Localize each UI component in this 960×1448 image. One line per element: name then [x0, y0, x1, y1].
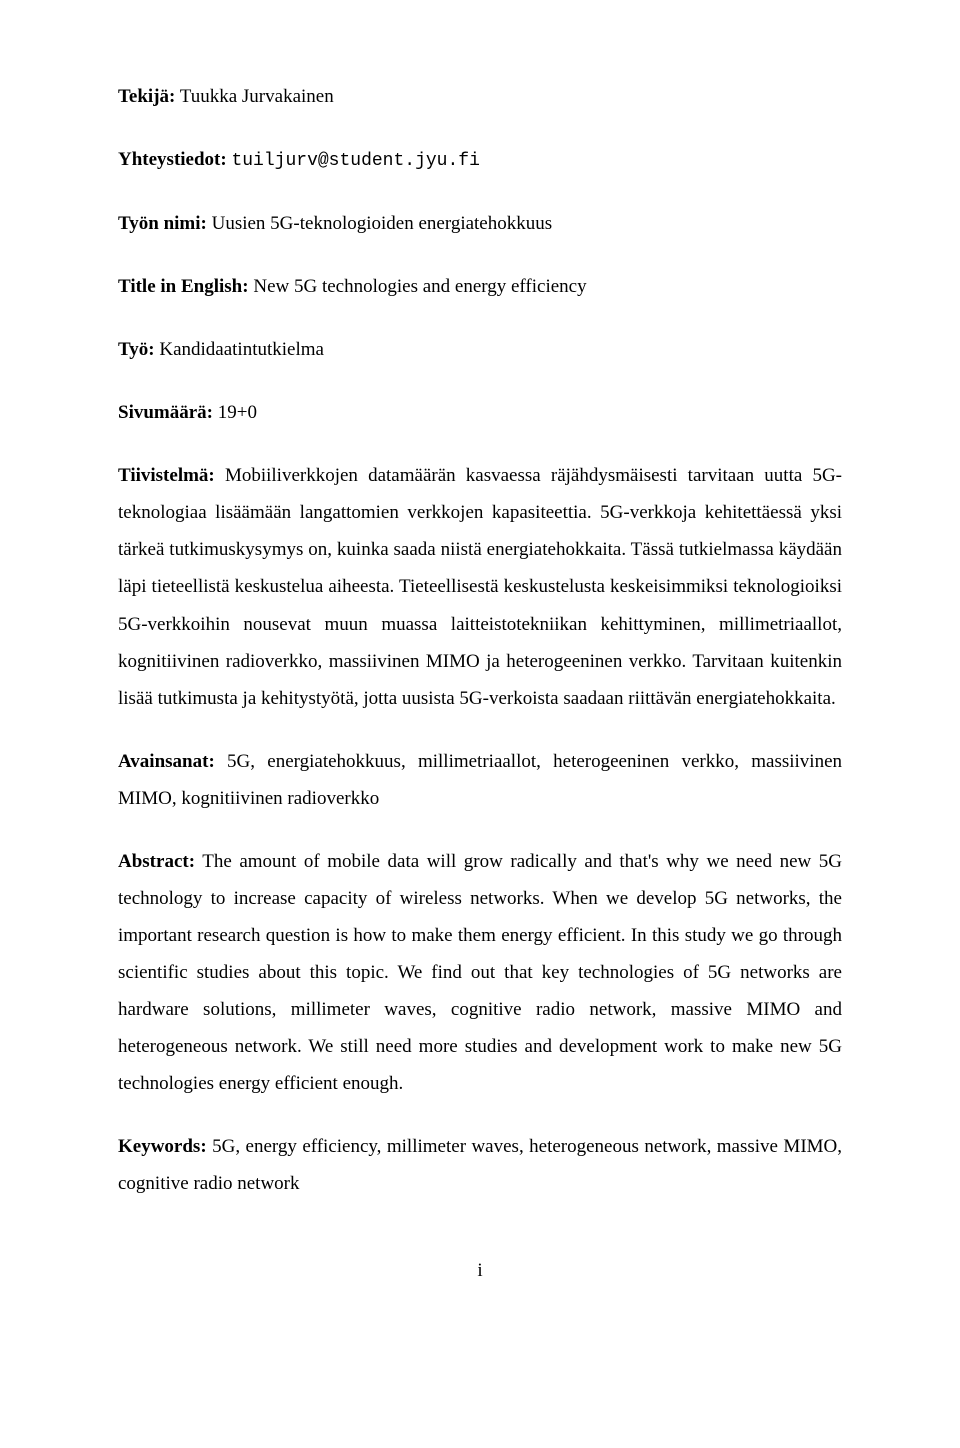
author-label: Tekijä: — [118, 86, 175, 107]
contact-label: Yhteystiedot: — [118, 149, 227, 170]
abstract-block: Abstract: The amount of mobile data will… — [118, 843, 842, 1102]
abstract-label: Abstract: — [118, 851, 195, 872]
page-number: i — [118, 1252, 842, 1289]
keywords-block: Keywords: 5G, energy efficiency, millime… — [118, 1128, 842, 1202]
pages-line: Sivumäärä: 19+0 — [118, 394, 842, 431]
title-en-line: Title in English: New 5G technologies an… — [118, 268, 842, 305]
work-title-line: Työn nimi: Uusien 5G-teknologioiden ener… — [118, 205, 842, 242]
avainsanat-value: 5G, energiatehokkuus, millimetriaallot, … — [118, 751, 842, 809]
tiivistelma-block: Tiivistelmä: Mobiiliverkkojen datamäärän… — [118, 457, 842, 716]
keywords-label: Keywords: — [118, 1136, 207, 1157]
tiivistelma-value: Mobiiliverkkojen datamäärän kasvaessa rä… — [118, 465, 842, 708]
author-line: Tekijä: Tuukka Jurvakainen — [118, 78, 842, 115]
work-type-label: Työ: — [118, 339, 155, 360]
tiivistelma-label: Tiivistelmä: — [118, 465, 215, 486]
contact-value: tuiljurv@student.jyu.fi — [231, 151, 479, 171]
avainsanat-block: Avainsanat: 5G, energiatehokkuus, millim… — [118, 743, 842, 817]
keywords-value: 5G, energy efficiency, millimeter waves,… — [118, 1136, 842, 1194]
work-title-value: Uusien 5G-teknologioiden energiatehokkuu… — [212, 213, 553, 234]
avainsanat-label: Avainsanat: — [118, 751, 215, 772]
author-value: Tuukka Jurvakainen — [180, 86, 334, 107]
work-type-line: Työ: Kandidaatintutkielma — [118, 331, 842, 368]
title-en-label: Title in English: — [118, 276, 249, 297]
pages-label: Sivumäärä: — [118, 402, 213, 423]
title-en-value: New 5G technologies and energy efficienc… — [253, 276, 586, 297]
pages-value: 19+0 — [218, 402, 257, 423]
abstract-value: The amount of mobile data will grow radi… — [118, 851, 842, 1094]
work-title-label: Työn nimi: — [118, 213, 207, 234]
work-type-value: Kandidaatintutkielma — [159, 339, 324, 360]
contact-line: Yhteystiedot: tuiljurv@student.jyu.fi — [118, 141, 842, 179]
